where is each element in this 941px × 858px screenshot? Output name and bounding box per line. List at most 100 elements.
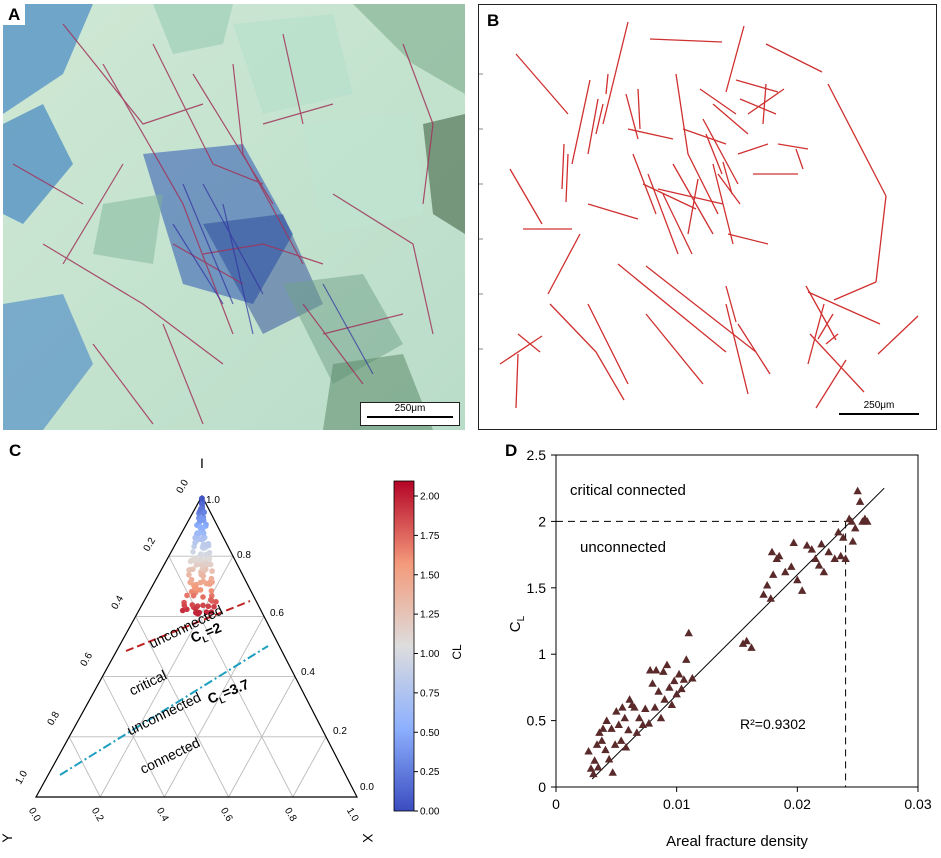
panel-letter-d: D [500, 440, 523, 461]
data-point [807, 545, 817, 553]
data-point [598, 724, 608, 732]
data-point [672, 689, 681, 698]
data-point [674, 669, 684, 678]
data-point [650, 703, 660, 711]
data-point [793, 575, 802, 584]
data-point [775, 551, 784, 560]
colorbar [393, 480, 415, 812]
ternary-point [206, 581, 213, 587]
ternary-point [193, 585, 199, 592]
data-point [604, 754, 614, 763]
scale-bar-line [367, 416, 453, 418]
data-point [851, 523, 860, 532]
ternary-point [197, 517, 203, 523]
colorbar-tick-label: 1.00 [420, 649, 440, 660]
data-point [602, 716, 611, 724]
bottom-tick: 0.6 [218, 806, 235, 824]
data-point [625, 695, 634, 703]
ternary-grid [68, 555, 327, 798]
region-label-critical-connected: critical connected [570, 482, 686, 499]
data-point [610, 740, 620, 748]
y-tick-label: 0 [538, 779, 546, 795]
ternary-point [189, 602, 196, 608]
bottom-tick: 0.8 [282, 806, 299, 824]
data-point [802, 541, 812, 549]
ternary-points [179, 495, 219, 617]
panel-d: D 0 0.01 0.02 0.03 0 0.5 1 1.5 2 2.5 critical con… [500, 438, 941, 853]
panel-letter-c: C [4, 440, 27, 461]
data-point [797, 586, 807, 594]
bottom-tick: 0.4 [154, 806, 171, 824]
data-point [597, 736, 607, 744]
ternary-point [207, 561, 214, 568]
ternary-diagram: I Y X 0.0 0.2 0.4 0.6 0.8 1.0 1.0 0.8 0.… [0, 455, 464, 843]
bottom-tick: 0.0 [26, 806, 43, 824]
ternary-point [179, 607, 186, 614]
ternary-point [205, 603, 212, 610]
scale-bar-a: 250μm [360, 402, 460, 426]
data-point [584, 746, 593, 755]
data-point [781, 567, 790, 576]
data-point [766, 594, 775, 602]
data-point [769, 570, 778, 578]
data-point [688, 673, 697, 682]
data-point [789, 538, 798, 547]
ternary-point [186, 572, 192, 578]
ternary-point [200, 573, 206, 579]
panel-a: A 250μm [3, 4, 465, 430]
data-point [684, 628, 693, 637]
left-tick: 1.0 [14, 769, 31, 787]
colorbar-tick-label: 1.50 [420, 570, 440, 581]
ternary-point [192, 605, 199, 612]
right-tick: 1.0 [206, 495, 220, 506]
data-point [594, 762, 603, 771]
data-point [670, 676, 679, 685]
ternary-point [197, 524, 203, 530]
axis-ticks: 0 0.01 0.02 0.03 0 0.5 1 1.5 2 2.5 [527, 447, 932, 812]
corner-label-i: I [200, 455, 204, 471]
ternary-point [206, 555, 213, 562]
colorbar-tick-label: 1.25 [420, 610, 440, 621]
data-point [863, 517, 872, 525]
ternary-point [200, 510, 207, 516]
ternary-border [34, 494, 358, 798]
grid-line [135, 616, 230, 798]
corner-label-y: Y [0, 833, 15, 843]
ternary-point [213, 599, 219, 605]
y-axis-label-sub: L [516, 615, 527, 621]
data-point [641, 704, 650, 713]
data-point [644, 719, 654, 727]
ternary-point [192, 539, 198, 546]
grid-line [228, 676, 296, 798]
scale-bar-b: 250μm [834, 400, 924, 415]
data-point [742, 636, 751, 645]
region-label-unconnected: unconnected [580, 539, 666, 556]
data-point [682, 655, 691, 663]
grid-line [101, 676, 165, 798]
data-point [853, 486, 862, 495]
grid-line [292, 736, 327, 798]
data-point [817, 539, 826, 548]
data-point [607, 724, 616, 732]
data-point [621, 742, 631, 751]
data-point [838, 533, 848, 541]
ternary-point [198, 506, 204, 512]
cl-3-7-label-value: =3.7 [220, 676, 252, 701]
data-point [662, 660, 672, 669]
colorbar-tick-label: 0.25 [420, 767, 440, 778]
ternary-point [208, 588, 215, 594]
scatter-points [584, 486, 872, 778]
data-point [608, 768, 617, 776]
right-tick: 0.8 [237, 550, 251, 561]
bottom-tick: 0.2 [89, 806, 106, 824]
data-point [787, 562, 796, 570]
ternary-point [181, 602, 188, 609]
data-point [645, 665, 655, 674]
y-tick-label: 2 [538, 513, 546, 529]
y-tick-label: 1 [538, 646, 546, 662]
ternary-point [197, 587, 204, 593]
y-axis-label-prefix: C [507, 621, 524, 632]
panel-letter-a: A [3, 4, 26, 25]
ternary-point [197, 536, 203, 542]
left-tick: 0.0 [175, 478, 192, 496]
